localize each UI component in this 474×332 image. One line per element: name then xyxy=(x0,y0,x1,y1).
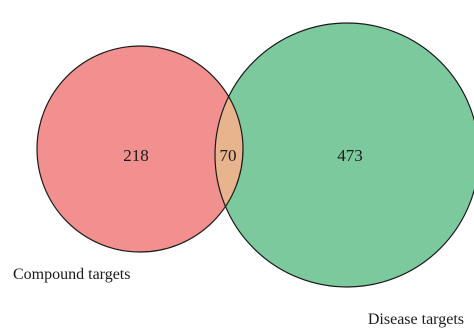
compound-only-count: 218 xyxy=(123,146,149,165)
disease-targets-label: Disease targets xyxy=(368,311,464,328)
disease-only-count: 473 xyxy=(337,146,363,165)
intersection-count: 70 xyxy=(220,146,237,165)
disease-targets-outline xyxy=(214,22,474,288)
compound-targets-circle xyxy=(37,46,243,252)
compound-targets-label: Compound targets xyxy=(13,266,130,283)
disease-targets-circle xyxy=(215,23,474,287)
compound-targets-outline xyxy=(36,45,244,253)
